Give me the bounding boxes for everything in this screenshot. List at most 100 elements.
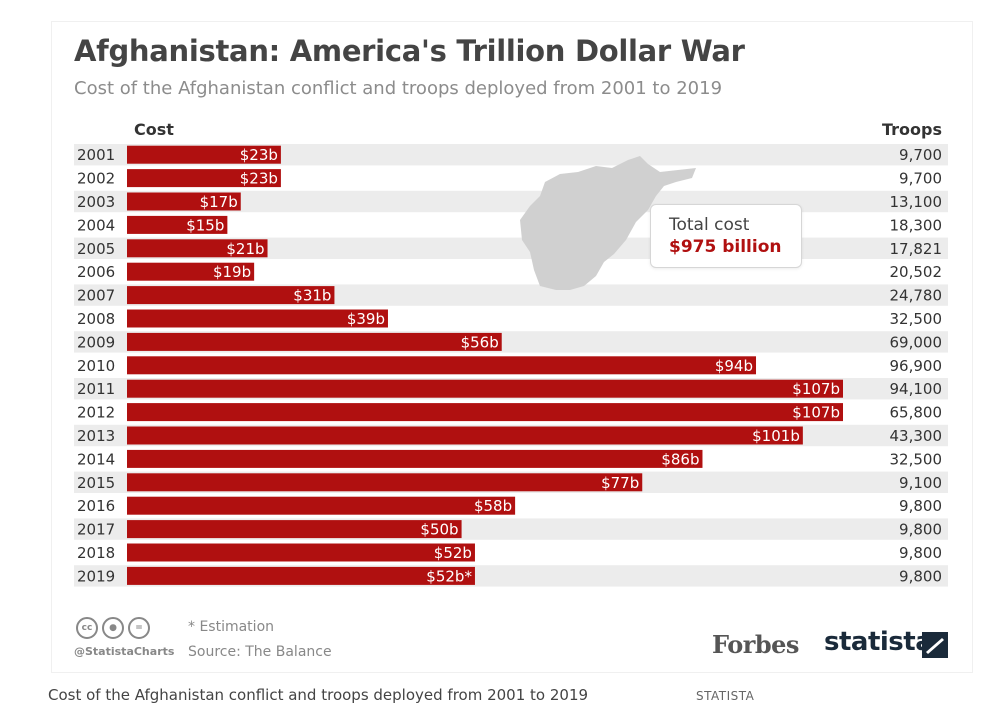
statista-logo-icon[interactable] (922, 632, 948, 658)
troop-value: 65,800 (890, 404, 943, 422)
troop-value: 9,800 (899, 544, 942, 562)
troop-value: 9,800 (899, 567, 942, 585)
bar-2006[interactable] (127, 262, 255, 281)
bar-value-label: $31b (293, 287, 331, 305)
year-label: 2001 (77, 146, 115, 164)
total-cost-callout: Total cost $975 billion (650, 204, 802, 268)
troop-value: 96,900 (890, 357, 943, 375)
bar-value-label: $86b (661, 450, 699, 468)
statista-handle[interactable]: @StatistaCharts (74, 645, 175, 658)
bar-2003[interactable] (127, 192, 241, 211)
year-label: 2011 (77, 380, 115, 398)
bar-2017[interactable] (127, 520, 462, 539)
bar-value-label: $94b (715, 357, 753, 375)
bar-value-label: $23b (240, 146, 278, 164)
bar-2009[interactable] (127, 332, 502, 351)
troop-value: 94,100 (890, 380, 943, 398)
bar-value-labels: $23b$23b$17b$15b$21b$19b$31b$39b$56b$94b… (186, 146, 840, 585)
bar-value-label: $15b (186, 216, 224, 234)
year-label: 2018 (77, 544, 115, 562)
image-caption: Cost of the Afghanistan conflict and tro… (48, 686, 589, 704)
year-label: 2013 (77, 427, 115, 445)
year-label: 2009 (77, 333, 115, 351)
bar-2015[interactable] (127, 473, 643, 492)
row-band (74, 167, 948, 189)
troop-value: 24,780 (890, 287, 943, 305)
troop-value: 69,000 (890, 333, 943, 351)
bar-2010[interactable] (127, 356, 757, 375)
nd-icon[interactable]: = (128, 617, 150, 639)
year-label: 2014 (77, 450, 115, 468)
license-icons: cc ● = (76, 617, 150, 639)
troop-value: 9,800 (899, 521, 942, 539)
bar-2008[interactable] (127, 309, 388, 328)
troop-value: 9,700 (899, 146, 942, 164)
year-label: 2015 (77, 474, 115, 492)
bar-value-label: $107b (792, 404, 840, 422)
bar-2016[interactable] (127, 496, 516, 515)
year-label: 2003 (77, 193, 115, 211)
bar-value-label: $77b (601, 474, 639, 492)
troop-value: 18,300 (890, 216, 943, 234)
bars (127, 145, 843, 585)
statista-logo-text[interactable]: statista (824, 627, 933, 657)
total-cost-label: Total cost (669, 215, 750, 235)
troop-value: 43,300 (890, 427, 943, 445)
year-label: 2006 (77, 263, 115, 281)
bar-2012[interactable] (127, 403, 843, 422)
troop-value: 17,821 (890, 240, 943, 258)
troop-value: 9,800 (899, 497, 942, 515)
bar-value-label: $56b (461, 333, 499, 351)
bar-value-label: $23b (240, 170, 278, 188)
bar-2007[interactable] (127, 286, 335, 305)
bar-2018[interactable] (127, 543, 475, 562)
bar-2019[interactable] (127, 566, 475, 585)
bar-value-label: $50b (420, 521, 458, 539)
by-icon[interactable]: ● (102, 617, 124, 639)
year-label: 2002 (77, 170, 115, 188)
bar-2004[interactable] (127, 215, 228, 234)
year-label: 2005 (77, 240, 115, 258)
afghanistan-map-icon (520, 156, 696, 290)
footnote: * Estimation (188, 619, 275, 635)
year-label: 2007 (77, 287, 115, 305)
troop-value: 20,502 (890, 263, 943, 281)
bar-value-label: $21b (226, 240, 264, 258)
bar-2005[interactable] (127, 239, 268, 258)
bar-2013[interactable] (127, 426, 803, 445)
year-label: 2010 (77, 357, 115, 375)
bar-chart: $23b$23b$17b$15b$21b$19b$31b$39b$56b$94b… (74, 144, 948, 587)
year-tick-labels: 2001 2002 2003 2004 2005 2006 2007 2008 2009 2010… (77, 146, 115, 585)
year-label: 2016 (77, 497, 115, 515)
bar-value-label: $101b (752, 427, 800, 445)
bar-value-label: $52b* (426, 567, 472, 585)
chart-subtitle: Cost of the Afghanistan conflict and tro… (74, 78, 723, 99)
year-label: 2017 (77, 521, 115, 539)
troop-values: 9,700 9,700 13,100 18,300 17,821 20,502 24,780… (890, 146, 943, 585)
bar-2001[interactable] (127, 145, 281, 164)
troop-value: 13,100 (890, 193, 943, 211)
bar-value-label: $39b (347, 310, 385, 328)
cost-column-header: Cost (134, 120, 174, 139)
cc-icon[interactable]: cc (76, 617, 98, 639)
troop-value: 9,700 (899, 170, 942, 188)
total-cost-value: $975 billion (669, 237, 782, 257)
troop-value: 32,500 (890, 310, 943, 328)
row-band (74, 144, 948, 166)
bar-2002[interactable] (127, 169, 281, 188)
year-label: 2004 (77, 216, 115, 234)
bar-value-label: $58b (474, 497, 512, 515)
year-label: 2019 (77, 567, 115, 585)
forbes-logo[interactable]: Forbes (712, 630, 799, 659)
bar-value-label: $107b (792, 380, 840, 398)
chart-title: Afghanistan: America's Trillion Dollar W… (74, 34, 745, 68)
bar-value-label: $19b (213, 263, 251, 281)
bar-2011[interactable] (127, 379, 843, 398)
image-caption-source[interactable]: STATISTA (696, 689, 755, 703)
source-note: Source: The Balance (188, 644, 332, 660)
year-label: 2012 (77, 404, 115, 422)
troop-value: 32,500 (890, 450, 943, 468)
troops-column-header: Troops (882, 120, 943, 139)
bar-value-label: $17b (200, 193, 238, 211)
bar-2014[interactable] (127, 449, 703, 468)
